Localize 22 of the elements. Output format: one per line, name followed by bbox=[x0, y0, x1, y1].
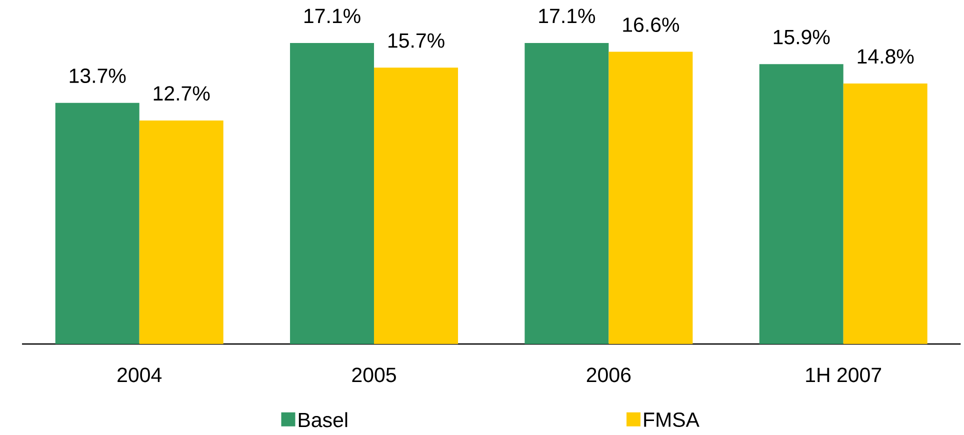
bar bbox=[55, 102, 140, 344]
x-tick-label: 2004 bbox=[118, 368, 162, 382]
data-label: 15.9% bbox=[774, 30, 830, 44]
x-tick-label: 2005 bbox=[352, 368, 396, 382]
data-label: 15.7% bbox=[388, 33, 444, 48]
bar bbox=[608, 52, 693, 344]
data-label: 16.6% bbox=[623, 17, 680, 32]
legend-label: FMSA bbox=[644, 412, 700, 427]
bar bbox=[374, 68, 458, 344]
x-tick-label: 1H 2007 bbox=[806, 368, 882, 382]
x-tick-label: 2006 bbox=[586, 368, 631, 382]
bar bbox=[759, 64, 844, 344]
data-label: 14.8% bbox=[858, 49, 914, 64]
bar bbox=[843, 83, 928, 344]
data-label: 17.1% bbox=[304, 8, 360, 24]
legend-label: Basel bbox=[298, 412, 348, 428]
data-label: 17.1% bbox=[539, 8, 596, 24]
data-label: 12.7% bbox=[154, 86, 210, 101]
bar bbox=[290, 42, 374, 344]
data-label: 13.7% bbox=[70, 68, 126, 84]
bar bbox=[524, 42, 609, 344]
bar bbox=[139, 120, 224, 344]
